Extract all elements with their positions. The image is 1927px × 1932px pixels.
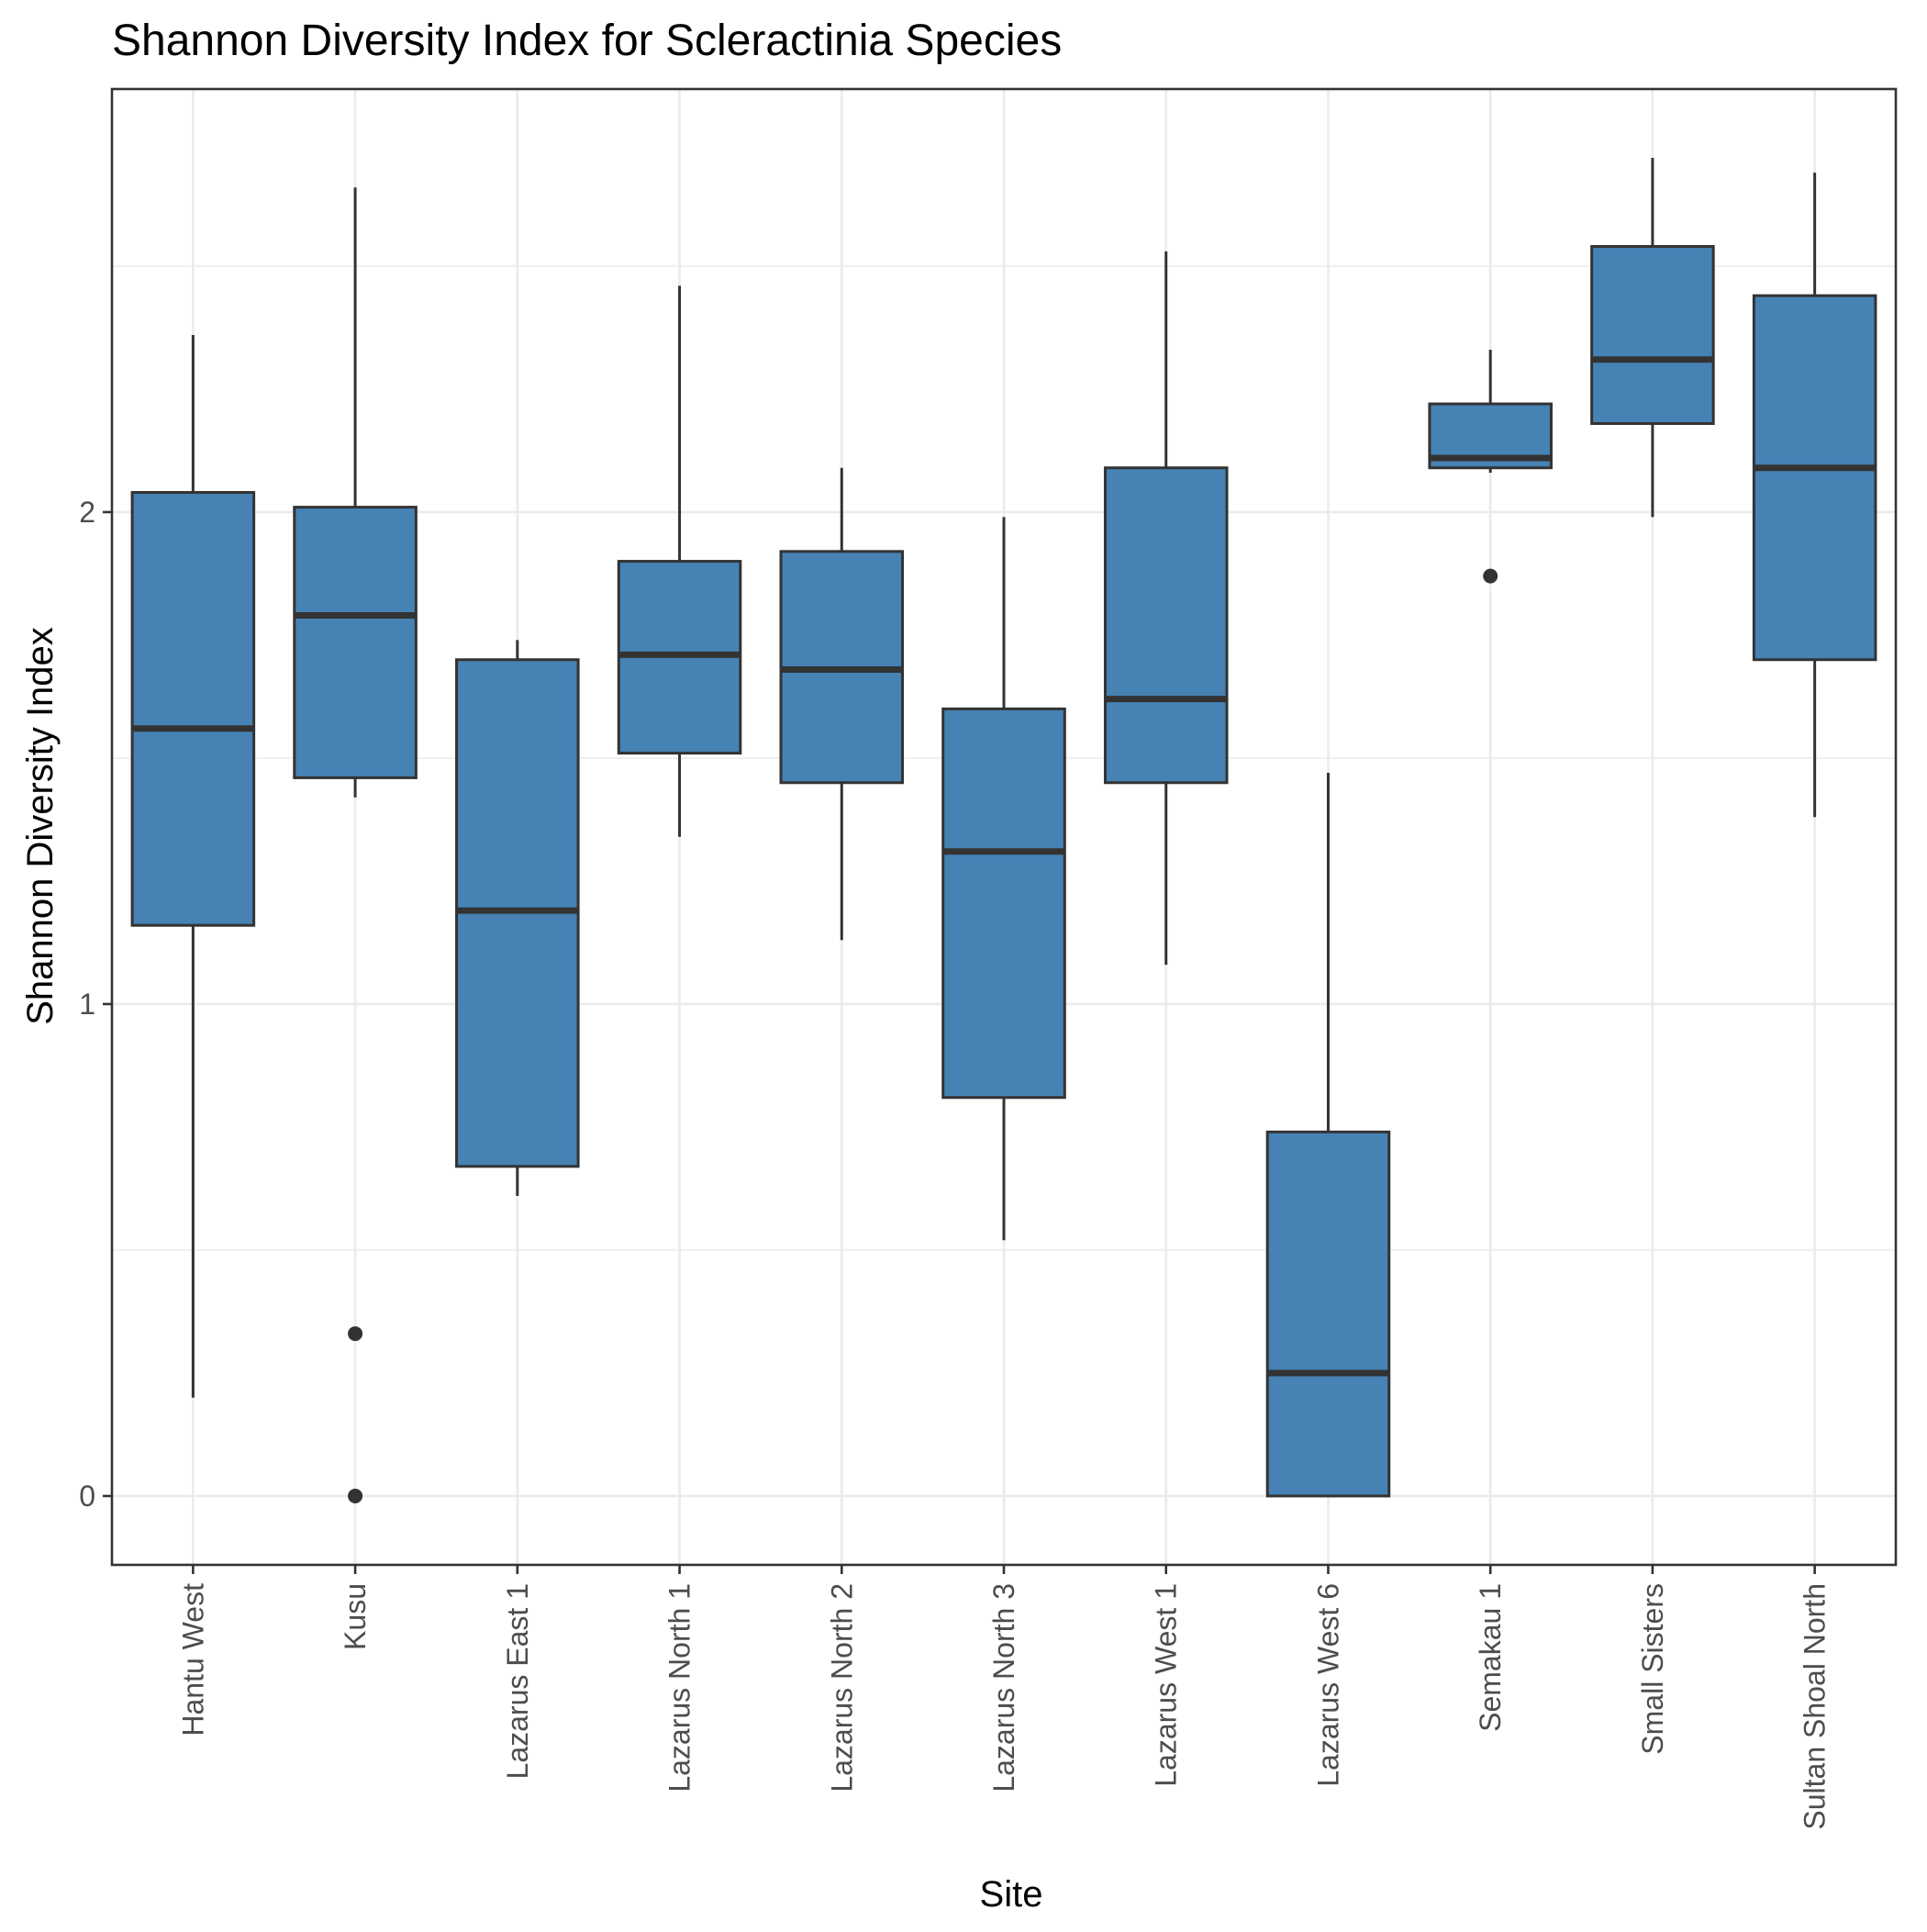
box-group <box>1265 773 1391 1498</box>
box-iqr <box>1265 1130 1391 1498</box>
x-tick-label: Lazarus North 2 <box>825 1583 858 1792</box>
y-axis-title: Shannon Diversity Index <box>20 627 61 1025</box>
x-tick-label: Sultan Shoal North <box>1799 1583 1832 1830</box>
y-tick-label: 1 <box>79 988 95 1021</box>
box-group <box>941 517 1066 1241</box>
outlier-point <box>348 1326 363 1342</box>
x-tick-label: Semakau 1 <box>1474 1583 1507 1732</box>
x-tick-label: Lazarus West 1 <box>1150 1583 1183 1787</box>
x-tick-label: Kusu <box>339 1583 372 1650</box>
box-group <box>1428 350 1553 584</box>
y-tick-label: 0 <box>79 1480 95 1513</box>
x-tick-label: Small Sisters <box>1636 1583 1669 1755</box>
box-group <box>1103 251 1229 966</box>
box-group <box>779 467 905 941</box>
x-tick-label: Lazarus East 1 <box>501 1583 534 1779</box>
outlier-point <box>348 1488 363 1503</box>
box-iqr <box>1590 245 1715 425</box>
box-iqr <box>293 506 418 779</box>
axis-layer: 0 1 2 Hantu West Kusu Lazarus East 1 Lazarus N… <box>79 496 1831 1830</box>
box-iqr <box>130 491 256 927</box>
box-group <box>293 187 418 1503</box>
x-tick-label: Lazarus North 3 <box>987 1583 1020 1792</box>
box-iqr <box>1752 294 1877 662</box>
x-tick-label: Lazarus North 1 <box>663 1583 696 1792</box>
x-tick-label: Hantu West <box>176 1583 209 1737</box>
box-group <box>1590 158 1715 518</box>
x-axis-title: Site <box>980 1874 1043 1915</box>
box-group <box>455 640 580 1196</box>
box-iqr <box>1103 466 1229 785</box>
x-tick-label: Lazarus West 6 <box>1311 1583 1344 1787</box>
chart-title: Shannon Diversity Index for Scleractinia… <box>112 17 1062 65</box>
y-tick-label: 2 <box>79 496 95 529</box>
box-iqr <box>941 707 1066 1100</box>
box-group <box>617 285 742 837</box>
outlier-point <box>1483 568 1498 584</box>
box-group <box>130 335 256 1398</box>
box-group <box>1752 173 1877 818</box>
box-layer <box>130 158 1877 1503</box>
